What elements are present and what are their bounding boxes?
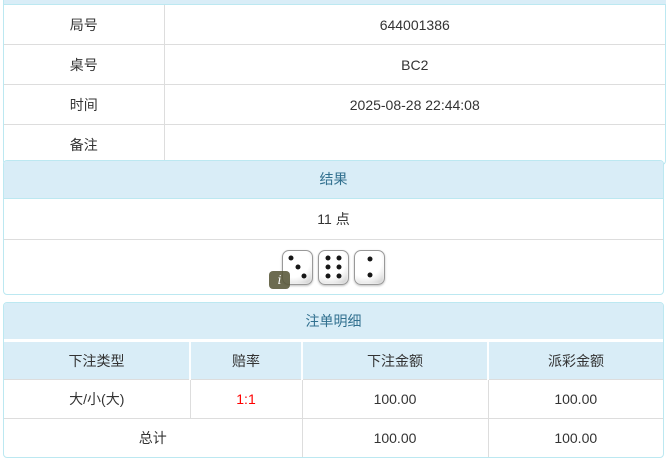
table-row: 桌号 BC2	[4, 44, 665, 85]
die-face-2	[354, 249, 385, 285]
die-pip	[288, 255, 294, 261]
column-header-payout-amount: 派彩金额	[487, 342, 663, 380]
column-header-odds: 赔率	[189, 342, 302, 380]
round-id-label: 局号	[4, 5, 165, 45]
die-wrap: i	[269, 249, 313, 289]
column-header-bet-type: 下注类型	[4, 342, 190, 380]
bet-row: 大/小(大) 1:1 100.00 100.00	[4, 379, 663, 419]
total-bet-amount: 100.00	[301, 418, 488, 457]
die-pip	[336, 255, 342, 261]
total-payout-amount: 100.00	[487, 418, 663, 457]
info-icon[interactable]: i	[269, 270, 290, 289]
dice-row: i	[4, 240, 663, 294]
table-row: 局号 644001386	[4, 5, 665, 45]
die-pip	[367, 272, 372, 278]
result-panel-title: 结果	[4, 161, 663, 199]
die-pip	[301, 273, 307, 279]
die-wrap	[318, 249, 349, 285]
total-row: 总计 100.00 100.00	[4, 418, 663, 457]
die-pip	[336, 273, 342, 279]
bet-details-panel: 注单明细 下注类型 赔率 下注金额 派彩金额 大/小(大) 1:1 100.00…	[3, 302, 664, 458]
bet-details-panel-title: 注单明细	[4, 303, 663, 342]
column-header-bet-amount: 下注金额	[301, 342, 488, 380]
game-info-table: 局号 644001386 桌号 BC2 时间 2025-08-28 22:44:…	[4, 5, 665, 164]
die-pip	[325, 255, 331, 261]
time-label: 时间	[4, 84, 165, 125]
bet-amount-value: 100.00	[301, 379, 488, 419]
payout-amount-value: 100.00	[487, 379, 663, 419]
time-value: 2025-08-28 22:44:08	[164, 84, 665, 125]
result-panel: 结果 11 点 i	[3, 160, 664, 295]
bet-type-value: 大/小(大)	[4, 379, 190, 419]
table-row: 备注	[4, 124, 665, 165]
round-id-value: 644001386	[164, 5, 665, 45]
die-pip	[367, 256, 372, 262]
bet-details-table: 下注类型 赔率 下注金额 派彩金额 大/小(大) 1:1 100.00 100.…	[4, 342, 663, 457]
die-wrap	[354, 249, 385, 285]
table-header-row: 下注类型 赔率 下注金额 派彩金额	[4, 342, 663, 380]
die-pip	[325, 273, 331, 279]
cut-off-panel-heading	[3, 0, 666, 5]
die-face-6	[318, 249, 349, 285]
odds-value: 1:1	[189, 379, 302, 419]
table-id-label: 桌号	[4, 44, 165, 85]
die-pip	[336, 264, 342, 270]
die-pip	[295, 264, 300, 270]
game-info-panel: 局号 644001386 桌号 BC2 时间 2025-08-28 22:44:…	[3, 5, 666, 165]
table-row: 时间 2025-08-28 22:44:08	[4, 84, 665, 125]
table-id-value: BC2	[164, 44, 665, 85]
total-label: 总计	[4, 418, 302, 457]
remark-label: 备注	[4, 124, 165, 164]
remark-value	[164, 125, 665, 165]
result-points: 11 点	[4, 199, 663, 240]
die-pip	[325, 264, 331, 270]
